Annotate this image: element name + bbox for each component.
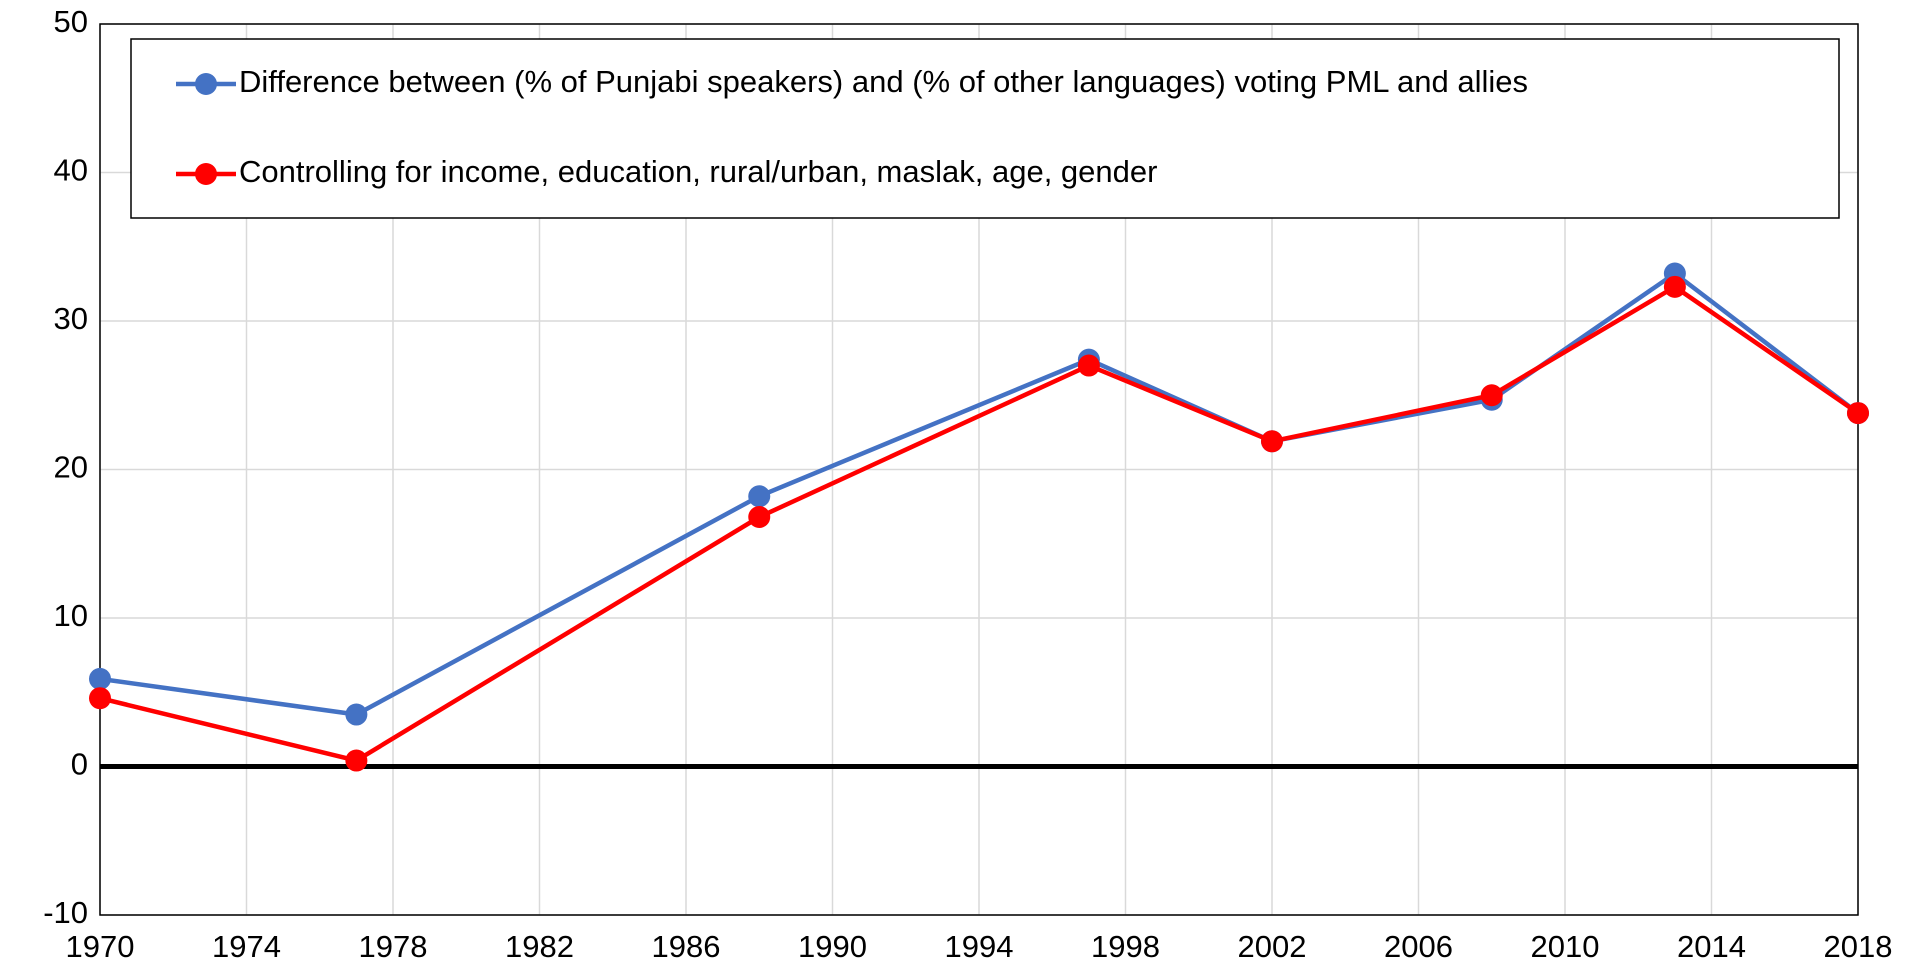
data-point bbox=[1077, 354, 1100, 377]
x-tick-label: 2002 bbox=[1238, 929, 1307, 964]
x-tick-label: 1974 bbox=[212, 929, 281, 964]
x-tick-label: 2010 bbox=[1531, 929, 1600, 964]
series-line bbox=[99, 270, 1860, 717]
plot-frame bbox=[99, 23, 1859, 916]
legend-label: Difference between (% of Punjabi speaker… bbox=[239, 64, 1528, 99]
y-tick-label: 30 bbox=[54, 301, 88, 336]
data-point bbox=[748, 485, 771, 508]
data-point bbox=[1261, 430, 1283, 453]
legend-box bbox=[130, 38, 1840, 219]
data-point bbox=[1847, 402, 1869, 425]
x-tick-label: 2014 bbox=[1677, 929, 1746, 964]
data-point bbox=[748, 506, 771, 529]
data-point bbox=[1663, 275, 1686, 298]
x-tick-label: 2006 bbox=[1384, 929, 1453, 964]
y-tick-label: 0 bbox=[71, 747, 88, 782]
legend-marker bbox=[195, 163, 217, 185]
data-point bbox=[89, 667, 111, 690]
x-tick-label: 1982 bbox=[505, 929, 574, 964]
y-tick-label: 20 bbox=[54, 450, 88, 485]
legend-label: Controlling for income, education, rural… bbox=[239, 154, 1157, 189]
data-point bbox=[345, 703, 368, 726]
x-tick-label: 1998 bbox=[1091, 929, 1160, 964]
series-line bbox=[99, 284, 1860, 763]
legend-marker bbox=[195, 73, 217, 95]
data-point bbox=[89, 687, 111, 710]
y-tick-label: -10 bbox=[43, 895, 88, 930]
x-tick-label: 1994 bbox=[945, 929, 1014, 964]
x-tick-label: 1970 bbox=[66, 929, 135, 964]
y-tick-label: 10 bbox=[54, 598, 88, 633]
x-tick-label: 1990 bbox=[798, 929, 867, 964]
y-tick-label: 50 bbox=[54, 4, 88, 39]
data-point bbox=[345, 749, 368, 772]
x-tick-label: 1986 bbox=[652, 929, 721, 964]
data-point bbox=[1480, 384, 1503, 407]
x-tick-label: 1978 bbox=[359, 929, 428, 964]
y-tick-label: 40 bbox=[54, 153, 88, 188]
x-tick-label: 2018 bbox=[1824, 929, 1893, 964]
